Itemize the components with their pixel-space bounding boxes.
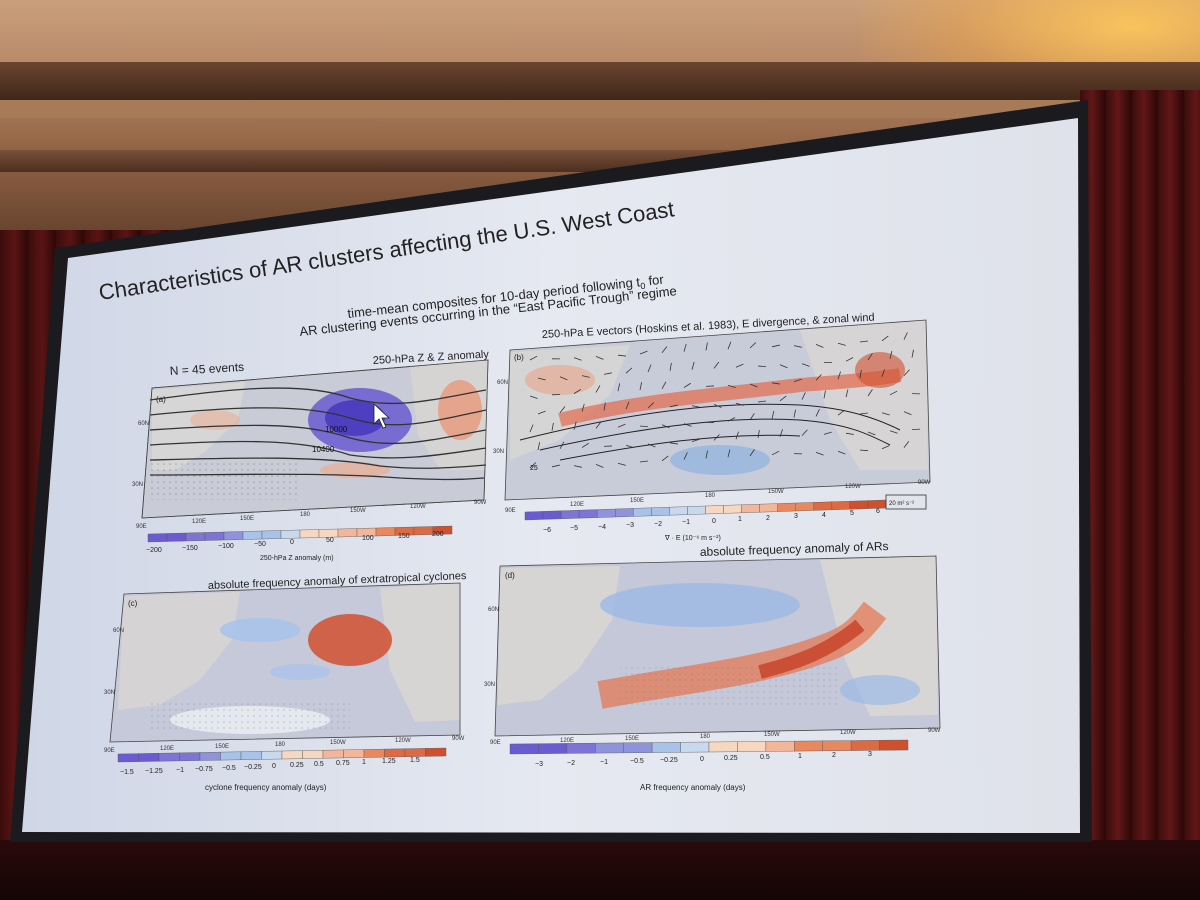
stage-curtain-right — [1080, 90, 1200, 900]
stage-curtain — [0, 230, 1200, 900]
ceiling-trim — [0, 100, 1200, 118]
ceiling-beam — [0, 62, 1200, 102]
stage-floor — [0, 840, 1200, 900]
ceiling-beam-lower — [0, 150, 1200, 172]
